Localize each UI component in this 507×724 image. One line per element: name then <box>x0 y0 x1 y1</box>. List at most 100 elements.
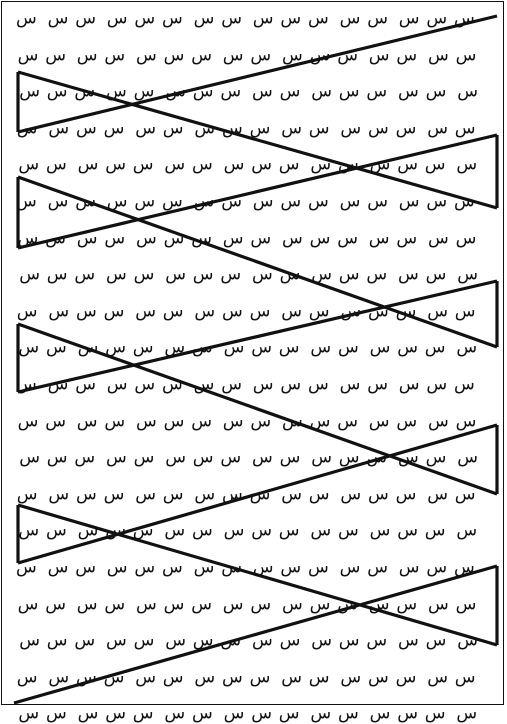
practice-letter: س <box>424 704 446 724</box>
practice-letter: س <box>454 667 476 688</box>
practice-letter: س <box>252 374 274 395</box>
practice-letter: س <box>454 301 476 322</box>
practice-letter: س <box>46 155 67 176</box>
practice-letter: س <box>337 411 358 432</box>
practice-letter: س <box>249 301 271 322</box>
practice-letter: س <box>135 301 156 322</box>
practice-letter: س <box>74 447 96 468</box>
practice-letter: س <box>427 667 448 688</box>
practice-letter: س <box>164 338 186 359</box>
practice-letter: س <box>281 667 302 688</box>
practice-letter: س <box>454 484 476 505</box>
practice-letter: س <box>454 557 475 578</box>
practice-letter: س <box>16 301 38 322</box>
practice-letter: س <box>136 594 157 615</box>
practice-letter: س <box>367 557 388 578</box>
practice-letter: س <box>427 301 448 322</box>
practice-letter: س <box>136 45 157 66</box>
practice-letter: س <box>280 374 302 395</box>
practice-letter: س <box>426 557 448 578</box>
practice-letter: س <box>46 521 67 542</box>
practice-letter: س <box>221 374 242 395</box>
practice-letter: س <box>454 374 475 395</box>
practice-letter: س <box>457 81 478 102</box>
practice-letter: س <box>367 374 388 395</box>
practice-letter: س <box>193 8 215 29</box>
practice-letter: س <box>309 411 331 432</box>
practice-letter: س <box>223 704 245 724</box>
practice-letter: س <box>426 374 448 395</box>
practice-letter: س <box>222 228 244 249</box>
practice-letter: س <box>368 118 389 139</box>
practice-letter: س <box>338 521 359 542</box>
practice-letter: س <box>368 411 390 432</box>
practice-letter: س <box>366 81 388 102</box>
practice-letter: س <box>308 667 330 688</box>
practice-letter: س <box>311 447 332 468</box>
practice-letter: س <box>165 447 186 468</box>
practice-letter: س <box>162 118 184 139</box>
zigzag-line-9 <box>17 279 498 394</box>
practice-letter: س <box>282 594 303 615</box>
practice-letter: س <box>46 81 68 102</box>
practice-letter: س <box>132 338 154 359</box>
practice-letter: س <box>338 630 360 651</box>
practice-letter: س <box>222 667 243 688</box>
practice-letter: س <box>220 81 242 102</box>
practice-letter: س <box>103 301 125 322</box>
practice-letter: س <box>428 411 449 432</box>
practice-letter: س <box>47 8 69 29</box>
practice-letter: س <box>135 118 156 139</box>
practice-letter: س <box>308 8 329 29</box>
practice-letter: س <box>191 594 212 615</box>
zigzag-lines <box>13 14 499 705</box>
practice-letter: س <box>163 594 185 615</box>
practice-letter: س <box>106 81 127 102</box>
practice-letter: س <box>426 191 448 212</box>
practice-letter: س <box>74 264 96 285</box>
practice-letter: س <box>428 45 449 66</box>
practice-letter: س <box>105 155 126 176</box>
practice-letter: س <box>369 338 391 359</box>
practice-letter: س <box>398 8 420 29</box>
practice-letter: س <box>252 447 273 468</box>
practice-letter: س <box>398 557 420 578</box>
practice-letter: س <box>337 228 358 249</box>
practice-letter: س <box>76 45 98 66</box>
practice-letter: س <box>105 704 126 724</box>
practice-letter: س <box>48 667 70 688</box>
practice-letter: س <box>398 264 419 285</box>
practice-letter: س <box>251 155 272 176</box>
practice-letter: س <box>222 45 244 66</box>
practice-letter: س <box>47 557 69 578</box>
practice-letter: س <box>252 81 273 102</box>
practice-letter: س <box>395 118 417 139</box>
practice-letter: س <box>162 667 184 688</box>
practice-letter: س <box>425 264 447 285</box>
practice-letter: س <box>427 484 448 505</box>
practice-letter: س <box>48 484 70 505</box>
practice-letter: س <box>162 557 183 578</box>
practice-letter: س <box>194 484 216 505</box>
practice-letter: س <box>76 484 97 505</box>
practice-letter: س <box>106 447 127 468</box>
practice-letter: س <box>134 191 156 212</box>
practice-letter: س <box>310 704 332 724</box>
practice-letter: س <box>340 667 362 688</box>
practice-letter: س <box>456 521 478 542</box>
practice-letter: س <box>164 155 186 176</box>
practice-letter: س <box>338 704 359 724</box>
practice-letter: س <box>18 338 40 359</box>
practice-letter: س <box>311 630 332 651</box>
practice-letter: س <box>75 374 96 395</box>
practice-letter: س <box>395 484 417 505</box>
practice-letter: س <box>308 118 330 139</box>
practice-letter: س <box>252 630 273 651</box>
practice-letter: س <box>282 45 303 66</box>
practice-letter: س <box>279 630 301 651</box>
practice-letter: س <box>194 301 216 322</box>
zigzag-line-17 <box>13 564 498 705</box>
practice-letter: س <box>133 447 155 468</box>
practice-letter: س <box>308 484 330 505</box>
